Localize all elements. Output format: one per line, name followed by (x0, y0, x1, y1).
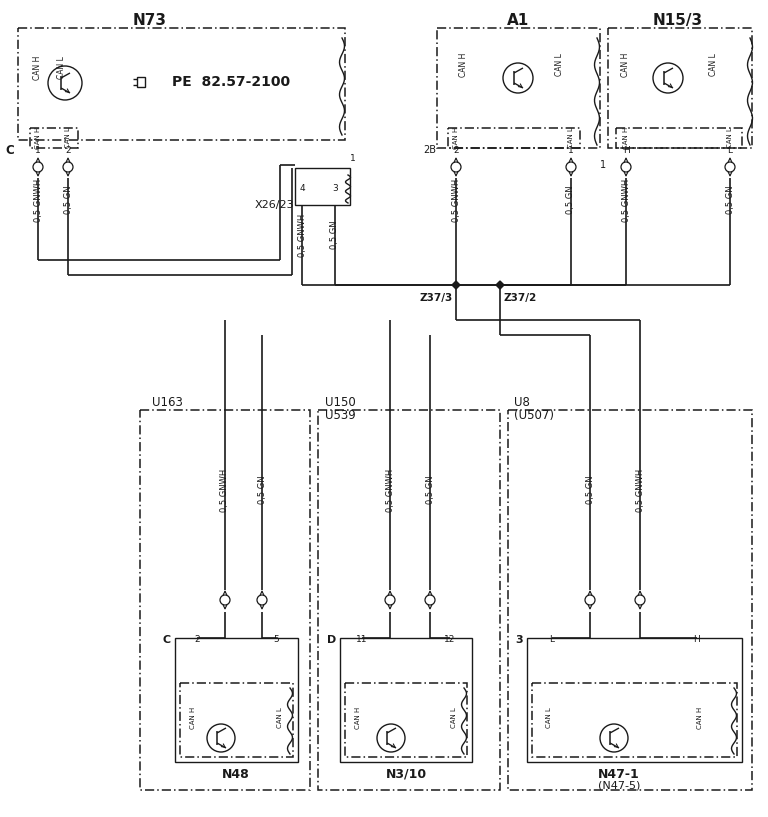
Text: 0,5 GN: 0,5 GN (726, 185, 734, 214)
Text: 0,5 GNWH: 0,5 GNWH (220, 468, 230, 511)
Text: CAN L: CAN L (58, 56, 67, 79)
Text: N73: N73 (133, 12, 167, 28)
Text: 0,5 GN: 0,5 GN (64, 185, 72, 214)
Text: 0,5 GN: 0,5 GN (425, 475, 435, 504)
Text: 1: 1 (600, 160, 606, 170)
Bar (175, 638, 298, 762)
Text: 2: 2 (65, 145, 71, 154)
Text: 0,5 GN: 0,5 GN (330, 221, 339, 249)
Text: CAN L: CAN L (277, 708, 283, 729)
Text: 12: 12 (445, 636, 455, 645)
Polygon shape (496, 281, 504, 289)
Text: CAN H: CAN H (453, 127, 459, 150)
Text: 0,5 GNWH: 0,5 GNWH (621, 178, 631, 221)
Text: N3/10: N3/10 (386, 767, 426, 780)
Text: CAN L: CAN L (727, 127, 733, 149)
Text: U539: U539 (325, 408, 356, 422)
Text: H: H (694, 636, 700, 645)
Bar (527, 638, 742, 762)
Text: CAN H: CAN H (34, 56, 42, 80)
Text: CAN H: CAN H (697, 707, 703, 729)
Polygon shape (452, 281, 460, 289)
Bar (340, 638, 472, 762)
Text: CAN L: CAN L (451, 708, 457, 729)
Text: U8: U8 (514, 395, 530, 408)
Text: 3: 3 (515, 635, 523, 645)
Text: 1: 1 (568, 145, 574, 154)
Text: CAN H: CAN H (35, 127, 41, 150)
Text: D: D (326, 635, 336, 645)
Text: 1: 1 (350, 154, 356, 163)
Text: 0,5 GN: 0,5 GN (585, 475, 594, 504)
Text: CAN L: CAN L (710, 54, 719, 77)
Text: 2: 2 (194, 636, 200, 645)
Text: C: C (5, 144, 14, 157)
Text: 0,5 GNWH: 0,5 GNWH (34, 178, 42, 221)
Text: CAN L: CAN L (65, 127, 71, 149)
Text: 0,5 GNWH: 0,5 GNWH (635, 468, 644, 511)
Text: CAN H: CAN H (190, 707, 196, 729)
Text: 0,5 GN: 0,5 GN (567, 185, 575, 214)
Bar (295, 168, 350, 205)
Text: N15/3: N15/3 (653, 12, 703, 28)
Text: CAN L: CAN L (568, 127, 574, 149)
Text: 4: 4 (300, 184, 305, 193)
Text: 2B: 2B (423, 145, 436, 155)
Text: CAN H: CAN H (459, 53, 468, 77)
Text: CAN H: CAN H (623, 127, 629, 150)
Text: 0,5 GNWH: 0,5 GNWH (386, 468, 395, 511)
Text: CAN H: CAN H (621, 53, 631, 77)
Bar (137, 77, 145, 87)
Text: 0,5 GN: 0,5 GN (257, 475, 266, 504)
Text: L: L (727, 145, 733, 154)
Text: Z37/3: Z37/3 (420, 293, 453, 303)
Text: U163: U163 (152, 395, 183, 408)
Text: 1: 1 (35, 145, 41, 154)
Text: Z37/2: Z37/2 (503, 293, 536, 303)
Text: (N47-5): (N47-5) (598, 781, 641, 791)
Text: (U507): (U507) (514, 408, 554, 422)
Text: H: H (623, 145, 629, 154)
Text: 5: 5 (273, 636, 279, 645)
Text: 2: 2 (453, 145, 458, 154)
Text: C: C (163, 635, 171, 645)
Text: N48: N48 (222, 767, 250, 780)
Text: CAN H: CAN H (355, 707, 361, 729)
Text: CAN L: CAN L (555, 54, 564, 77)
Text: 0,5 GNWH: 0,5 GNWH (452, 178, 461, 221)
Text: U150: U150 (325, 395, 356, 408)
Text: N47-1: N47-1 (598, 767, 640, 780)
Text: 11: 11 (356, 636, 368, 645)
Text: X26/23: X26/23 (255, 200, 295, 210)
Text: A1: A1 (507, 12, 529, 28)
Text: PE  82.57-2100: PE 82.57-2100 (172, 75, 290, 89)
Text: 3: 3 (332, 184, 338, 193)
Text: L: L (549, 636, 554, 645)
Text: CAN L: CAN L (546, 708, 552, 729)
Text: 0,5 GNWH: 0,5 GNWH (297, 213, 306, 257)
